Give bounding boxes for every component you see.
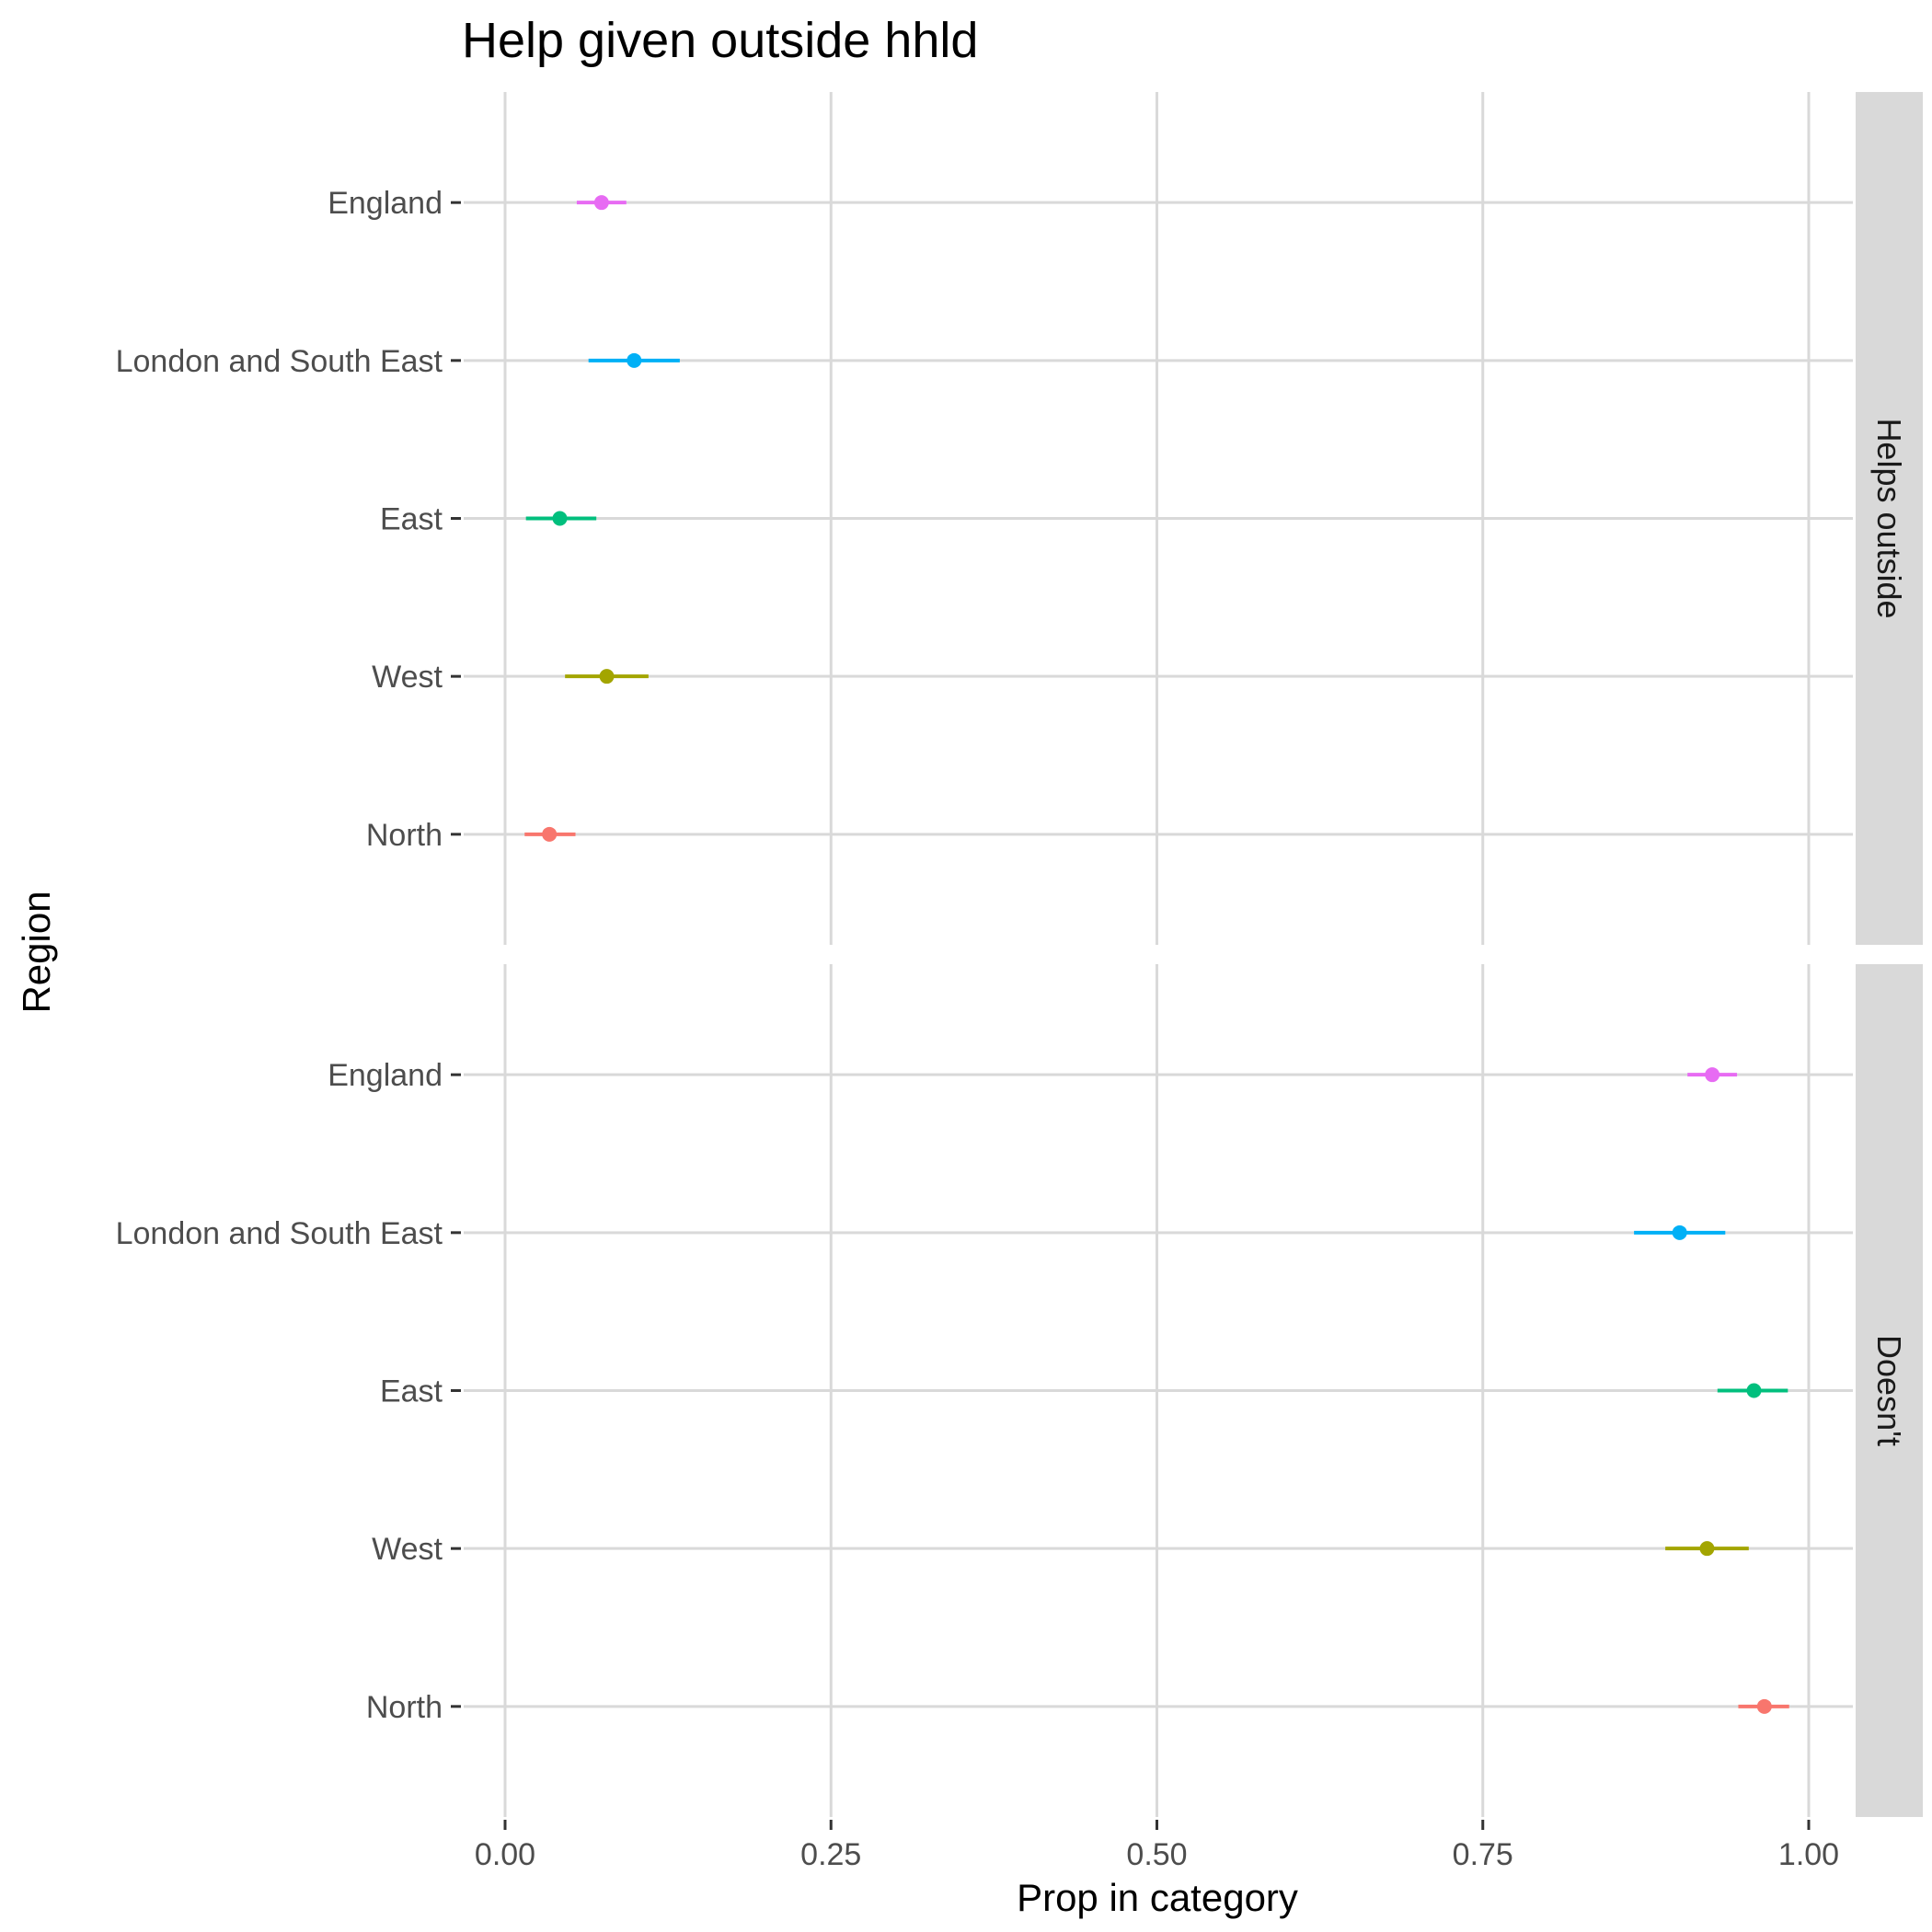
y-axis-title: Region	[15, 891, 58, 1013]
data-point	[593, 195, 609, 211]
facet-panel: England London and South East East West Nort…	[116, 92, 1923, 945]
x-tick-label: 0.75	[1453, 1837, 1513, 1872]
y-tick-label: London and South East	[116, 344, 443, 379]
y-tick-label: England	[328, 186, 443, 221]
y-tick-label: West	[372, 1532, 443, 1567]
data-point	[1746, 1383, 1762, 1398]
data-point	[1705, 1067, 1720, 1083]
chart-title: Help given outside hhld	[462, 13, 978, 68]
x-tick-label: 0.00	[475, 1837, 535, 1872]
x-tick-label: 0.50	[1126, 1837, 1187, 1872]
data-point	[599, 669, 615, 684]
x-axis: 0.00 0.25 0.50 0.75 1.00	[475, 1820, 1839, 1872]
x-axis-title: Prop in category	[1017, 1876, 1298, 1919]
y-tick-label: East	[380, 502, 443, 537]
y-tick-label: England	[328, 1058, 443, 1093]
facet-strip	[1856, 964, 1923, 1817]
facet-panels: England London and South East East West Nort…	[116, 92, 1923, 1817]
data-point	[552, 511, 568, 526]
y-tick-label: North	[366, 1690, 443, 1725]
facet-strip	[1856, 92, 1923, 945]
y-tick-label: West	[372, 660, 443, 695]
data-point	[1672, 1225, 1687, 1240]
y-tick-label: East	[380, 1374, 443, 1409]
x-tick-label: 1.00	[1778, 1837, 1839, 1872]
facet-strip-label: Doesn't	[1870, 1335, 1908, 1446]
data-point	[1699, 1541, 1715, 1557]
data-point	[1756, 1698, 1772, 1714]
y-tick-label: North	[366, 818, 443, 853]
x-tick-label: 0.25	[800, 1837, 861, 1872]
facet-panel: England London and South East East West Nort…	[116, 964, 1923, 1817]
data-point	[542, 826, 558, 842]
data-point	[627, 352, 642, 368]
facet-strip-label: Helps outside	[1870, 418, 1908, 618]
y-tick-label: London and South East	[116, 1216, 443, 1251]
